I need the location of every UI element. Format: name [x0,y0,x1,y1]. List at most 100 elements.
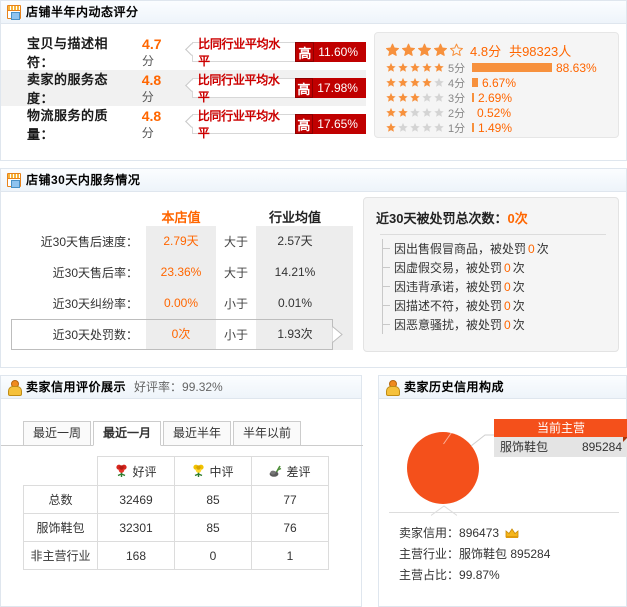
dsr-label: 宝贝与描述相符： [27,36,109,70]
distribution-bar [472,63,552,72]
row-neutral[interactable]: 85 [174,485,252,514]
compare-caret-icon [185,42,192,62]
tab-last-half-year[interactable]: 最近半年 [163,421,232,446]
tab-last-month[interactable]: 最近一月 [93,421,162,446]
dsr-compare-badge: 比同行业平均水平 高 17.98% [185,73,366,104]
panel-dsr-scores: 店铺半年内动态评分 宝贝与描述相符： 4.7分 比同行业平均水平 高 11.60… [0,0,627,161]
penalty-item-unit: 次 [512,261,525,275]
dsr-score: 4.7分 [142,35,162,68]
table-row: 非主营行业 168 0 1 [23,541,329,570]
rating-distribution-row: 1分 1.49% [385,120,608,135]
row-positive: 32301 [97,513,175,542]
main-ratio-label: 主营占比： [399,568,460,582]
service-row-industry: 2.57天 [256,226,334,257]
service-row-own: 23.36% [146,257,216,288]
period-tabs[interactable]: 最近一周 最近一月 最近半年 半年以前 [23,421,303,446]
row-negative[interactable]: 77 [251,485,329,514]
row-neutral: 85 [174,513,252,542]
distribution-percent: 6.67% [482,75,517,90]
star-icon [410,122,420,132]
compare-caret-icon [185,114,192,134]
row-neutral: 0 [174,541,252,570]
pie-tooltip-name: 服饰鞋包 [500,440,549,454]
service-row: 近30天售后速度： 2.79天 大于 2.57天 [1,226,353,257]
star-icon [386,43,399,56]
distribution-percent: 88.63% [556,60,597,75]
dsr-score-unit: 分 [141,89,154,104]
tab-before-half-year[interactable]: 半年以前 [233,421,302,446]
service-row-tail [334,257,353,288]
service-row-tail [334,288,353,319]
star-icon [422,107,432,117]
distribution-percent: 0.52% [477,105,512,120]
dsr-label: 卖家的服务态度： [27,72,109,106]
header-corner [24,457,98,486]
star-icon [386,122,396,132]
distribution-star-icons [385,77,448,88]
credit-pie-chart[interactable] [407,432,479,504]
star-icon [398,107,408,117]
dsr-score: 4.8分 [141,107,162,140]
star-icon [434,62,444,72]
dsr-compare-pct: 17.98% [313,78,366,98]
penalty-item-text: 因虚假交易，被处罚 [394,261,503,275]
distribution-bar [472,123,474,132]
dsr-label: 物流服务的质量： [27,108,109,142]
dsr-row: 物流服务的质量： 4.8分 比同行业平均水平 高 17.65% [1,106,366,142]
rating-score: 4.8分 [470,43,502,59]
penalty-item-count: 0 [504,298,511,313]
rating-distribution-row: 2分 0.52% [385,105,608,120]
star-icon [422,122,432,132]
service-row: 近30天售后率： 23.36% 大于 14.21% [1,257,353,288]
tree-branch-icon [383,267,390,268]
distribution-label: 4分 [448,77,466,90]
penalty-item-unit: 次 [512,299,525,313]
distribution-label: 5分 [448,62,466,75]
service-row-operator: 小于 [223,328,248,342]
dsr-compare-text: 比同行业平均水平 [192,37,296,68]
star-icon [398,92,408,102]
penalty-item-unit: 次 [512,280,525,294]
distribution-bar [472,93,474,102]
panel-30day-service: 店铺30天内服务情况 本店值 行业均值 近30天售后速度： 2.79天 大于 2… [0,168,627,368]
tree-branch-icon [383,305,390,306]
rating-count: 共98323人 [509,43,572,59]
service-row: 近30天纠纷率： 0.00% 小于 0.01% [1,288,353,319]
row-positive[interactable]: 32469 [97,485,175,514]
star-icon [434,43,447,56]
table-header-row: 好评 [24,456,329,486]
service-row-operator: 大于 [223,266,248,280]
penalty-item: 因违背承诺，被处罚 0 次 [383,277,606,296]
penalty-item-count: 0 [504,279,511,294]
dsr-score-list: 宝贝与描述相符： 4.7分 比同行业平均水平 高 11.60% 卖家的服务态度：… [1,34,367,142]
tree-branch-icon [383,248,390,249]
tab-last-week[interactable]: 最近一周 [23,421,92,446]
service-row-industry: 14.21% [256,257,334,288]
yellow-flower-icon [193,464,205,477]
panel-body-credit-comp: 当前主营 服饰鞋包 895284 卖家信用：896473 [379,399,627,607]
panel-header-credit-eval: 卖家信用评价展示 好评率：99.32% [1,376,361,399]
panel-title-credit-comp: 卖家历史信用构成 [404,379,505,394]
distribution-percent: 1.49% [478,120,513,135]
pie-tooltip-value: 895284 [581,440,622,454]
dsr-score: 4.8分 [141,71,162,104]
credit-info-row: 卖家信用：896473 [399,523,550,544]
star-icon [422,92,432,102]
service-row-tail [334,226,353,257]
star-icon [398,62,408,72]
header-positive-label: 好评 [132,464,157,479]
star-icon [398,122,408,132]
credit-comp-divider [389,512,619,513]
panel-body-30day: 本店值 行业均值 近30天售后速度： 2.79天 大于 2.57天 近30天售后… [1,192,626,368]
dsr-compare-text: 比同行业平均水平 [191,109,295,140]
service-row-selected[interactable]: 近30天处罚数： 0次 小于 1.93次 [1,319,353,350]
star-icon [410,62,420,72]
credit-info-row: 主营行业：服饰鞋包 895284 [399,544,550,565]
service-row-label: 近30天处罚数： [52,328,138,342]
star-icon [434,107,444,117]
star-icon [386,77,396,87]
compare-caret-icon [185,78,192,98]
penalty-item-unit: 次 [536,242,549,256]
penalty-item-count: 0 [528,241,535,256]
